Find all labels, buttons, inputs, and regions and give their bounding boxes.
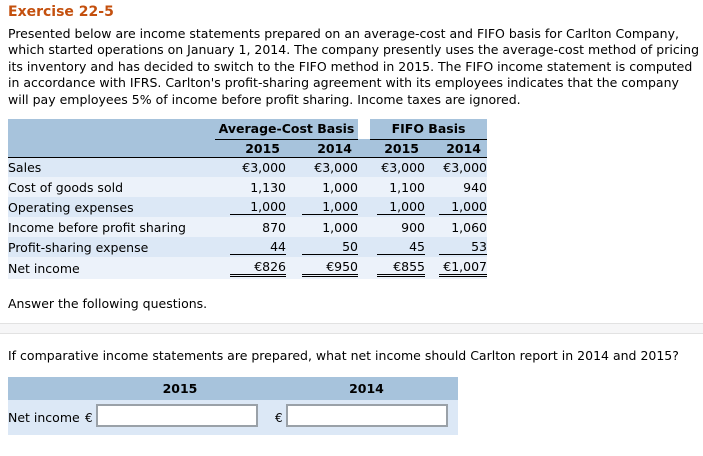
cell-value: €855	[377, 259, 426, 278]
group-header-average-cost: Average-Cost Basis	[215, 119, 359, 140]
cell-value: 870	[262, 219, 286, 235]
row-label: Cost of goods sold	[8, 179, 124, 195]
answer-row-net-income: Net income € €	[8, 400, 458, 436]
header-spacer	[8, 119, 215, 140]
table-row-net-income: Net income €826 €950 €855 €1,007	[8, 257, 488, 280]
group-header-row: Average-Cost Basis FIFO Basis	[8, 119, 488, 140]
answer-year-header-2014: 2014	[275, 377, 458, 401]
cell-value: €3,000	[381, 159, 426, 175]
header-gap	[358, 139, 371, 158]
cell-value: 1,000	[322, 219, 359, 235]
group-header-fifo: FIFO Basis	[370, 119, 488, 140]
section-divider	[0, 323, 703, 335]
table-row-cogs: Cost of goods sold 1,130 1,000 1,100 940	[8, 177, 488, 198]
table-row-income-before-profit-sharing: Income before profit sharing 870 1,000 9…	[8, 217, 488, 238]
table-row-operating-expenses: Operating expenses 1,000 1,000 1,000 1,0…	[8, 197, 488, 218]
cell-value: 1,100	[389, 179, 426, 195]
cell-value: €3,000	[443, 159, 488, 175]
cell-value: €3,000	[314, 159, 359, 175]
cell-value: €1,007	[439, 259, 488, 278]
cell-value: 53	[439, 239, 488, 256]
page-title: Exercise 22-5	[8, 4, 114, 20]
answer-year-header-2015: 2015	[85, 377, 275, 401]
row-label: Income before profit sharing	[8, 219, 186, 235]
year-header-avg-2014: 2014	[286, 139, 359, 158]
cell-value: 1,060	[451, 219, 488, 235]
table-row-profit-sharing-expense: Profit-sharing expense 44 50 45 53	[8, 237, 488, 258]
cell-value: €826	[230, 259, 286, 278]
year-header-fifo-2015: 2015	[370, 139, 426, 158]
cell-value: 900	[401, 219, 426, 235]
net-income-input-2014[interactable]	[285, 404, 448, 428]
cell-value: 1,130	[250, 179, 286, 195]
year-header-row: 2015 2014 2015 2014	[8, 139, 488, 158]
euro-symbol: €	[85, 411, 93, 426]
answer-prompt: Answer the following questions.	[8, 296, 208, 312]
euro-symbol: €	[275, 411, 283, 426]
income-statement-table: Average-Cost Basis FIFO Basis 2015 2014 …	[8, 119, 488, 280]
header-gap	[358, 119, 371, 140]
row-label: Sales	[8, 159, 42, 175]
cell-value: €3,000	[242, 159, 286, 175]
cell-value: 1,000	[439, 199, 488, 216]
answer-header-row: 2015 2014	[8, 377, 458, 401]
cell-value: 1,000	[230, 199, 286, 216]
year-header-fifo-2014: 2014	[425, 139, 488, 158]
cell-value: 1,000	[302, 199, 359, 216]
row-label: Operating expenses	[8, 199, 134, 215]
header-spacer	[8, 139, 215, 158]
year-header-avg-2015: 2015	[215, 139, 286, 158]
cell-value: 940	[463, 179, 488, 195]
cell-value: 50	[302, 239, 359, 256]
cell-value: 45	[377, 239, 426, 256]
answer-row-label: Net income	[8, 410, 80, 426]
cell-value: €950	[302, 259, 359, 278]
net-income-input-2015[interactable]	[95, 404, 258, 428]
question-text: If comparative income statements are pre…	[8, 348, 679, 364]
cell-value: 1,000	[322, 179, 359, 195]
answer-table: 2015 2014 Net income € €	[8, 377, 458, 436]
cell-value: 44	[230, 239, 286, 256]
table-row-sales: Sales €3,000 €3,000 €3,000 €3,000	[8, 157, 488, 178]
intro-paragraph: Presented below are income statements pr…	[8, 26, 700, 107]
cell-value: 1,000	[377, 199, 426, 216]
header-spacer	[8, 377, 85, 401]
row-label: Profit-sharing expense	[8, 239, 149, 255]
row-label: Net income	[8, 260, 80, 276]
